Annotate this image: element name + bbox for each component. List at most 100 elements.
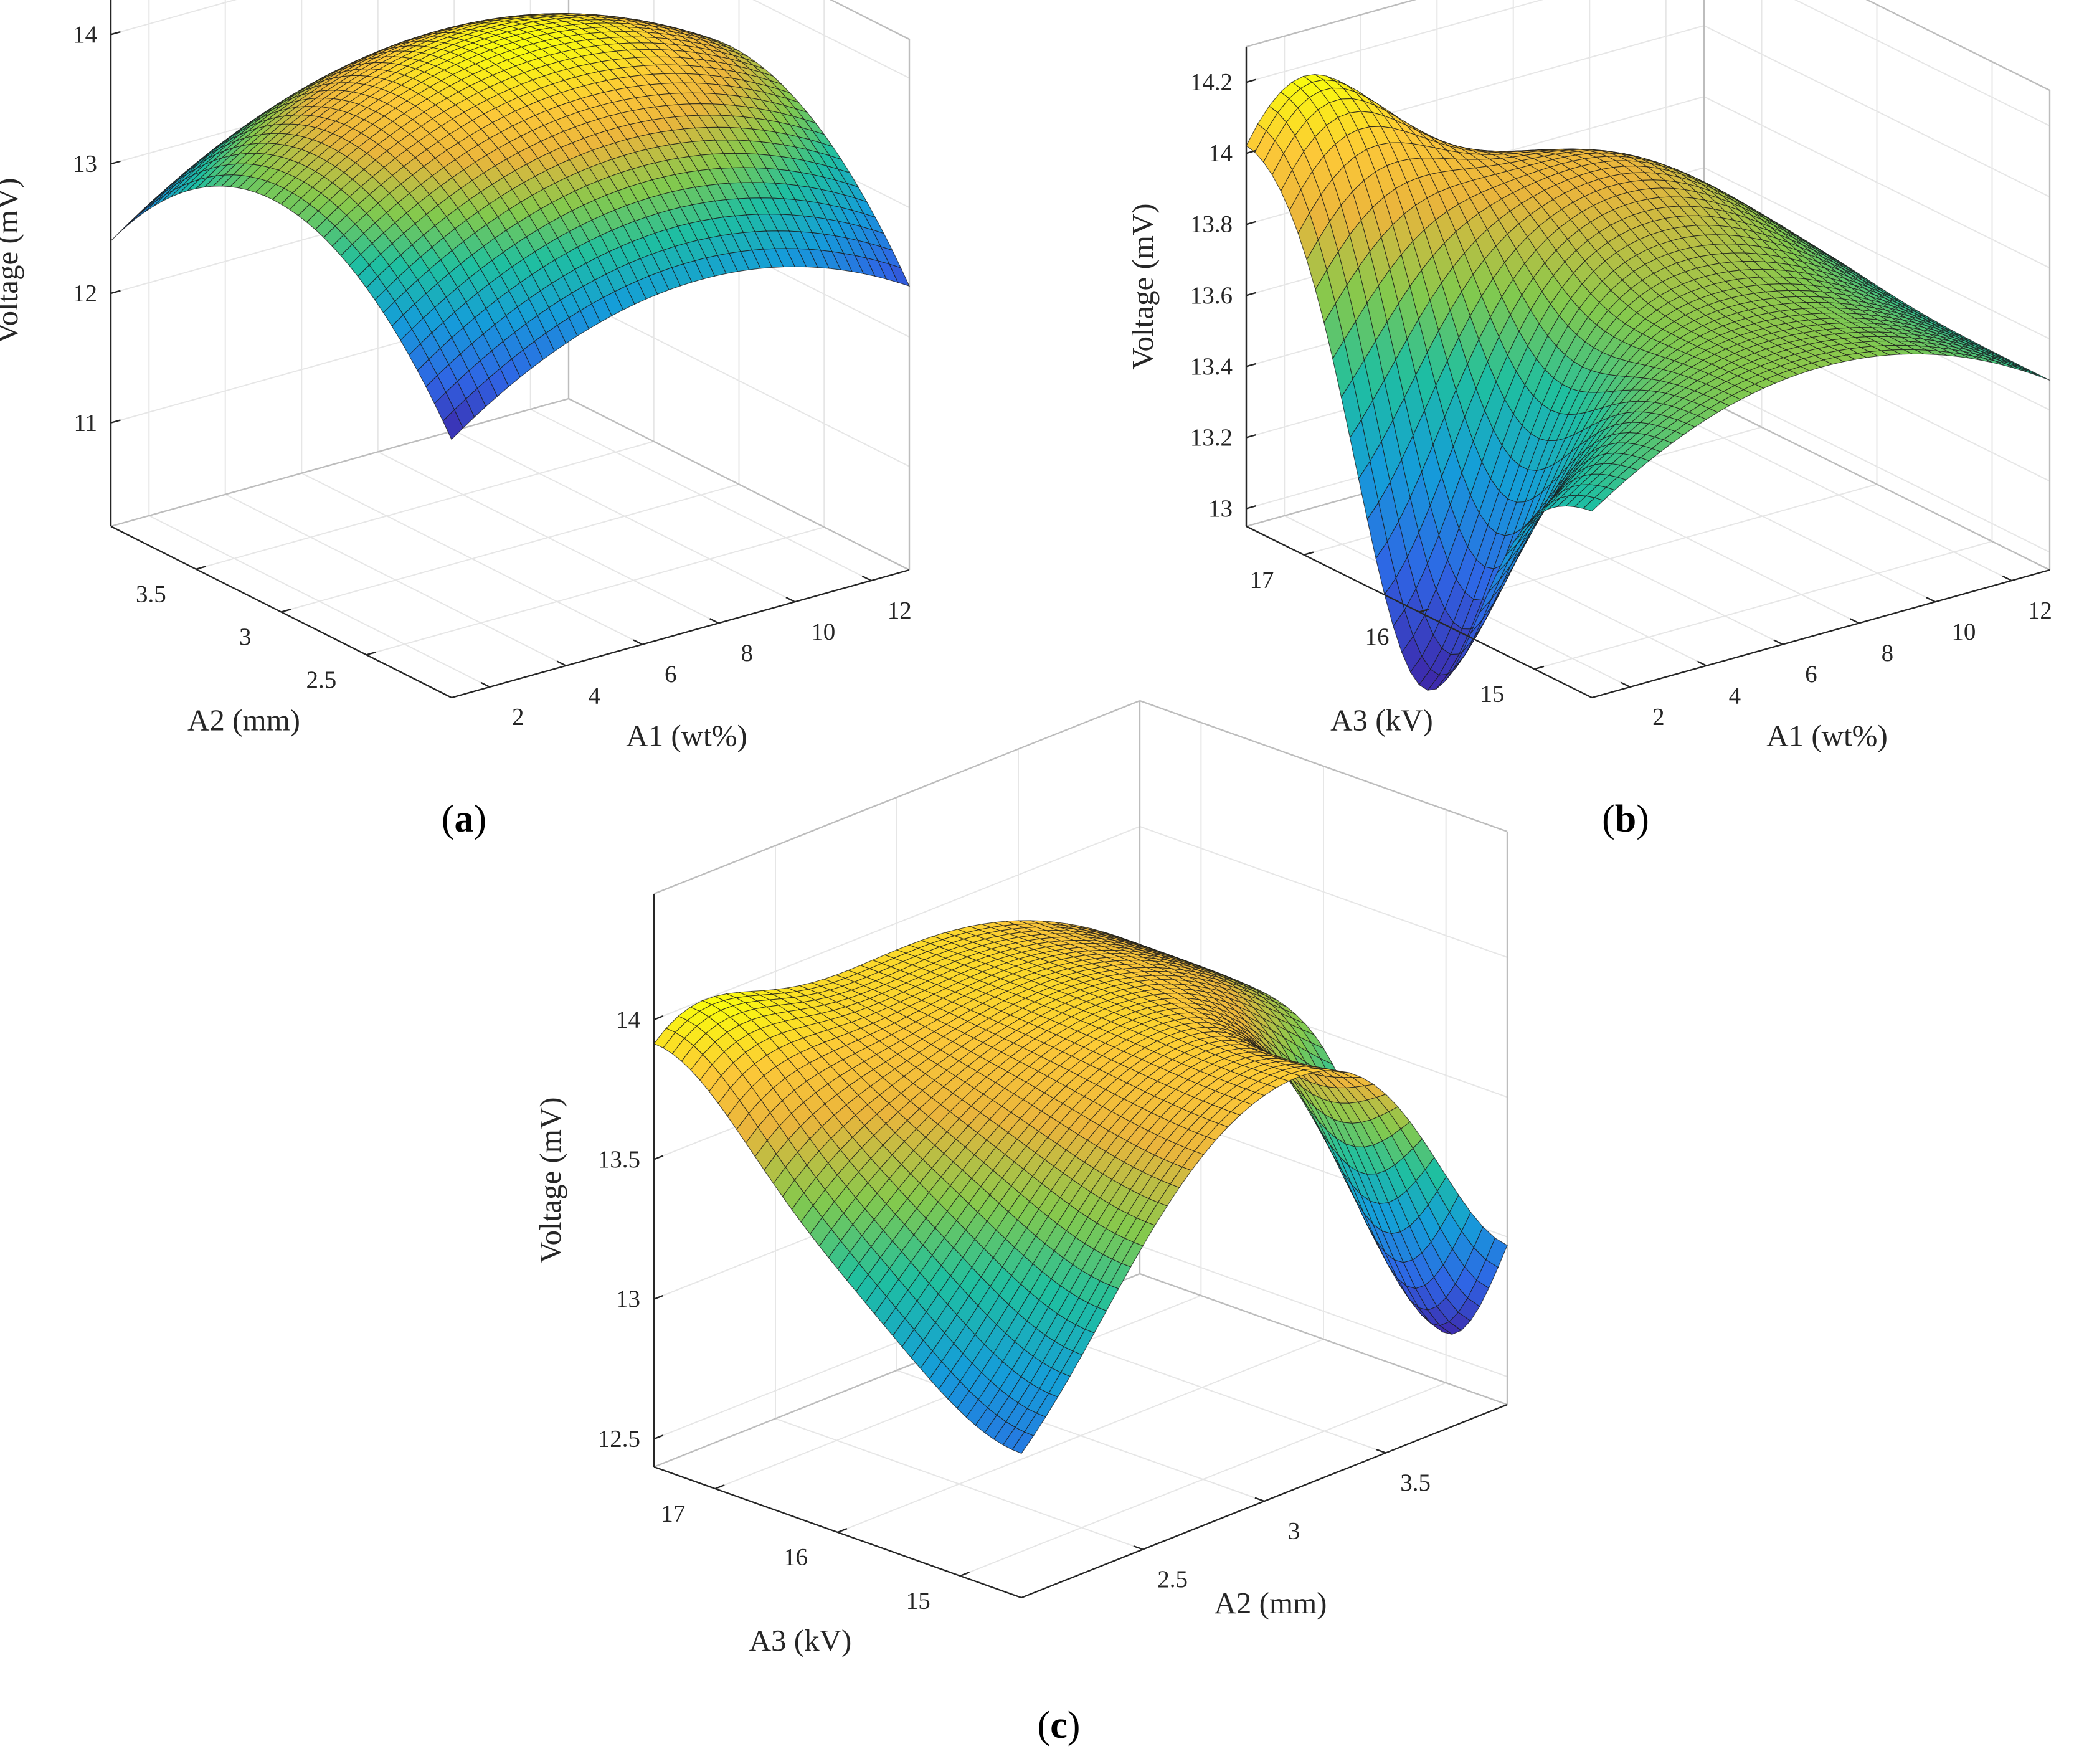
surface-patch — [888, 263, 911, 287]
sidewall-gridline-z — [1139, 1245, 1508, 1378]
x-axis-line — [451, 569, 910, 699]
z-tick-mark — [1246, 78, 1256, 83]
x-tick-label: 6 — [665, 661, 677, 688]
x-tick-mark — [556, 660, 567, 666]
x-tick-mark — [1773, 639, 1783, 645]
box-edge-floor-right — [568, 397, 910, 571]
x-tick-mark — [1621, 681, 1631, 688]
sidewall-gridline-z — [1703, 380, 2050, 553]
z-tick-label: 12 — [73, 280, 97, 307]
z-tick-label: 14 — [73, 21, 97, 48]
z-tick-label: 13.8 — [1190, 211, 1233, 238]
x-tick-label: 2 — [1652, 703, 1665, 730]
z-axis-label: Voltage (mV) — [0, 178, 24, 344]
z-tick-mark — [110, 290, 121, 295]
z-tick-mark — [110, 160, 121, 165]
x-tick-mark — [2002, 575, 2012, 582]
surface-mesh — [110, 13, 911, 440]
sidewall-gridline-z — [1794, 0, 2050, 126]
x-tick-label: 12 — [2028, 597, 2052, 624]
z-tick-mark — [110, 419, 121, 424]
y-tick-label: 3.5 — [136, 581, 166, 607]
x-tick-mark — [1133, 1545, 1144, 1550]
y-tick-mark — [1534, 665, 1545, 670]
x-axis-label: A1 (wt%) — [1766, 719, 1888, 753]
y-tick-label: 2.5 — [306, 666, 337, 693]
x-tick-label: 4 — [1729, 682, 1741, 709]
sidewall-gridline-z — [1703, 167, 2050, 340]
floor-gridline-y — [960, 1382, 1447, 1577]
sidewall-gridline-z — [568, 294, 910, 467]
z-tick-label: 13 — [1208, 495, 1233, 522]
x-axis-label: A1 (wt%) — [626, 719, 747, 753]
y-axis-label: A2 (mm) — [187, 703, 300, 737]
x-tick-label: 2.5 — [1157, 1566, 1188, 1593]
sidewall-gridline-z — [1703, 96, 2050, 269]
axis-titles: A1 (wt%) A3 (kV) Voltage (mV) — [1125, 203, 1888, 752]
x-tick-mark — [633, 639, 643, 645]
y-tick-label: 15 — [1480, 681, 1505, 708]
backwall-gridline-z — [1246, 0, 1544, 83]
floor-gridline-y — [366, 526, 825, 656]
x-tick-label: 8 — [1882, 640, 1894, 666]
y-tick-mark — [281, 609, 291, 613]
z-tick-mark — [1246, 220, 1256, 225]
x-tick-mark — [1849, 618, 1860, 624]
x-tick-mark — [1254, 1497, 1265, 1502]
floor-gridline-y — [196, 440, 655, 570]
x-tick-label: 3 — [1288, 1518, 1300, 1545]
z-tick-label: 11 — [73, 409, 97, 436]
sidewall-gridline-z — [1139, 826, 1508, 958]
x-tick-mark — [785, 596, 795, 603]
box-edge-top-right — [830, 0, 910, 40]
y-tick-mark — [1419, 609, 1429, 613]
z-tick-mark — [1246, 149, 1256, 154]
panel-label: (b) — [1602, 798, 1649, 840]
z-tick-mark — [1246, 505, 1256, 510]
surface-patch — [2029, 371, 2050, 381]
x-axis-line — [1591, 569, 2050, 699]
x-tick-label: 10 — [1951, 619, 1976, 645]
x-tick-mark — [480, 681, 490, 688]
y-tick-mark — [196, 566, 206, 570]
y-tick-label: 17 — [1250, 566, 1274, 593]
x-tick-mark — [1697, 660, 1707, 666]
y-tick-label: 3 — [239, 624, 252, 650]
panel-label: (a) — [442, 798, 486, 840]
z-tick-mark — [1246, 292, 1256, 296]
floor-gridline-y — [837, 1339, 1324, 1533]
backwall-gridline-z — [653, 826, 1140, 1020]
z-tick-label: 13.2 — [1190, 424, 1233, 451]
box-edge-floor-right — [1703, 397, 2050, 571]
axis-titles: A1 (wt%) A2 (mm) Voltage (mV) — [0, 178, 747, 752]
z-tick-mark — [110, 31, 121, 36]
x-tick-mark — [1926, 597, 1936, 603]
sidewall-gridline-z — [1703, 25, 2050, 198]
z-tick-label: 13 — [73, 151, 97, 178]
surface-patch — [1485, 1237, 1508, 1268]
x-tick-mark — [861, 575, 872, 582]
floor-gridline-y — [281, 483, 739, 613]
sidewall-gridline-z — [752, 0, 910, 79]
box-edge-top-right — [1865, 0, 2050, 92]
z-tick-label: 14 — [1208, 140, 1233, 167]
panel-b: 246810121516171313.213.413.613.81414.2A1… — [1125, 0, 2052, 840]
z-tick-label: 13.4 — [1190, 353, 1233, 380]
surface-mesh — [653, 920, 1508, 1454]
z-tick-label: 13.6 — [1190, 282, 1233, 309]
y-tick-mark — [1304, 551, 1314, 556]
x-tick-label: 2 — [512, 703, 524, 730]
z-axis-label: Voltage (mV) — [1125, 203, 1160, 369]
x-tick-label: 10 — [811, 619, 835, 645]
z-tick-mark — [1246, 363, 1256, 368]
x-tick-label: 8 — [741, 640, 754, 666]
z-tick-label: 14.2 — [1190, 69, 1233, 96]
x-tick-label: 12 — [888, 597, 912, 624]
y-axis-label: A3 (kV) — [1330, 703, 1433, 737]
